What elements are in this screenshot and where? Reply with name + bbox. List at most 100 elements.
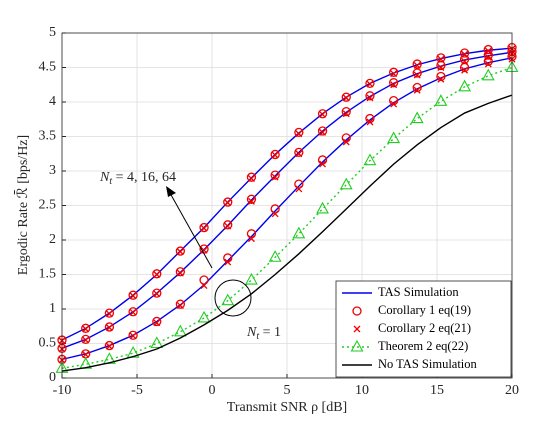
marker — [461, 66, 469, 74]
marker — [224, 199, 232, 207]
marker — [81, 323, 91, 333]
marker — [342, 138, 350, 146]
x-tick-label: 15 — [430, 383, 444, 398]
marker — [128, 307, 138, 317]
series-line — [61, 94, 513, 372]
legend: TAS Simulation Corollary 1 eq(19) Corollar… — [335, 280, 512, 378]
marker — [436, 60, 446, 71]
marker — [437, 55, 445, 63]
y-tick-label: 0.5 — [39, 336, 57, 351]
y-axis-label: Ergodic Rate ℛ̄ [bps/Hz] — [15, 135, 32, 275]
marker — [197, 310, 211, 323]
marker — [459, 62, 470, 73]
marker — [388, 67, 399, 77]
marker — [294, 127, 304, 138]
marker — [105, 324, 113, 332]
marker — [128, 290, 138, 300]
x-tick-label: -5 — [131, 383, 143, 398]
y-tick-label: 1 — [49, 301, 56, 316]
marker — [387, 131, 401, 144]
marker — [128, 330, 138, 340]
legend-marker — [353, 325, 361, 333]
marker — [82, 336, 90, 344]
marker — [317, 109, 328, 119]
marker — [413, 71, 421, 79]
marker — [271, 210, 279, 218]
marker — [199, 275, 209, 285]
marker — [129, 292, 137, 300]
marker — [436, 71, 446, 82]
y-tick-label: 3 — [49, 163, 56, 178]
x-tick-label: 10 — [355, 383, 369, 398]
marker — [366, 94, 374, 102]
x-tick-label: -10 — [53, 383, 72, 398]
axes-frame — [61, 32, 513, 379]
marker — [342, 94, 350, 102]
marker — [153, 271, 161, 278]
marker — [294, 147, 304, 158]
marker — [295, 150, 303, 158]
y-tick-label: 2 — [49, 232, 56, 247]
legend-marker — [352, 306, 362, 316]
marker — [153, 290, 161, 298]
marker — [224, 222, 232, 230]
annotation-main: N — [99, 170, 110, 185]
marker — [484, 47, 492, 55]
marker — [481, 68, 495, 81]
y-tick-label: 5 — [49, 25, 56, 40]
annotation: Nt = 1 — [246, 325, 281, 342]
legend-label: TAS Simulation — [378, 285, 459, 299]
marker — [247, 235, 255, 243]
marker — [317, 126, 328, 136]
marker — [150, 336, 164, 349]
y-tick-label: 1.5 — [39, 267, 57, 282]
marker — [365, 78, 375, 89]
y-tick-label: 0 — [49, 370, 56, 385]
legend-label: Corollary 2 eq(21) — [378, 321, 471, 335]
legend-label: Corollary 1 eq(19) — [378, 303, 471, 317]
marker — [271, 151, 279, 159]
marker — [247, 197, 255, 205]
marker — [366, 118, 374, 126]
marker — [176, 302, 184, 310]
marker — [366, 80, 374, 88]
marker — [105, 310, 113, 318]
marker — [363, 153, 377, 166]
marker — [175, 246, 186, 256]
marker — [484, 60, 492, 68]
marker — [437, 64, 445, 71]
marker — [152, 316, 162, 327]
marker — [342, 110, 350, 118]
marker — [341, 92, 351, 102]
marker — [410, 111, 424, 124]
marker — [292, 226, 306, 239]
x-tick-label: 0 — [209, 383, 216, 398]
marker — [295, 185, 303, 193]
marker — [129, 332, 137, 340]
y-tick-label: 4 — [49, 94, 56, 109]
marker — [390, 70, 398, 78]
marker — [223, 220, 233, 230]
marker — [152, 288, 162, 298]
marker — [461, 57, 469, 65]
legend-label: Theorem 2 eq(22) — [378, 339, 468, 353]
marker — [459, 48, 470, 58]
annotation-rest: = 4, 16, 64 — [112, 170, 176, 185]
marker — [339, 177, 353, 190]
marker — [390, 81, 398, 89]
marker — [319, 110, 327, 118]
annotation-rest: = 1 — [259, 325, 281, 340]
marker — [413, 86, 421, 94]
legend-box — [335, 280, 512, 378]
annotation-main: N — [246, 325, 257, 340]
marker — [152, 269, 162, 279]
annotation-arrow — [169, 192, 213, 269]
marker — [223, 197, 233, 207]
x-tick-label: 5 — [284, 383, 291, 398]
annotation: Nt = 4, 16, 64 — [99, 170, 176, 187]
annotation-sub: t — [256, 331, 259, 342]
marker — [175, 267, 186, 277]
x-axis-label: Transmit SNR ρ [dB] — [227, 400, 347, 415]
marker — [200, 282, 208, 289]
